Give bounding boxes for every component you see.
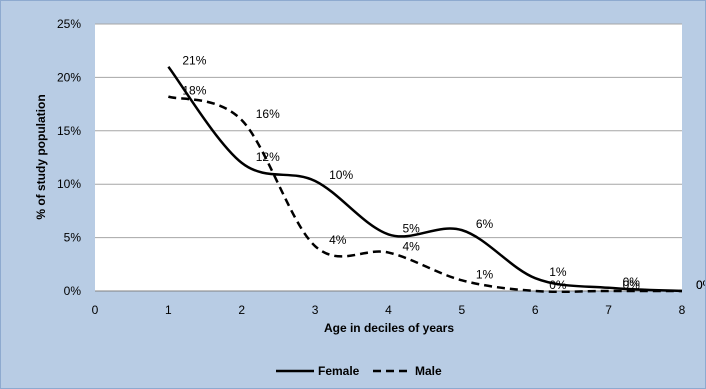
x-tick-label: 5 (459, 303, 466, 317)
data-label-male: 18% (182, 84, 206, 98)
legend-label-male: Male (415, 364, 442, 378)
data-label-female: 6% (476, 217, 494, 231)
series-line-female (167, 65, 683, 293)
data-label-male: 0% (696, 278, 705, 292)
y-tick-label: 25% (57, 17, 81, 31)
data-label-female: 0% (696, 278, 705, 292)
x-tick-label: 8 (679, 303, 686, 317)
x-tick-label: 4 (385, 303, 392, 317)
data-label-female: 0% (623, 275, 641, 289)
y-axis-title: % of study population (34, 94, 48, 219)
x-tick-label: 7 (605, 303, 612, 317)
series-line-male (167, 95, 682, 294)
data-label-male: 4% (403, 240, 421, 254)
data-label-male: 1% (476, 267, 494, 281)
data-label-female: 1% (549, 265, 567, 279)
data-label-male: 4% (329, 233, 347, 247)
legend-label-female: Female (318, 364, 360, 378)
data-label-female: 21% (182, 54, 206, 68)
x-tick-label: 3 (312, 303, 319, 317)
data-label-male: 16% (256, 107, 280, 121)
y-tick-label: 15% (57, 124, 81, 138)
y-tick-label: 20% (57, 70, 81, 84)
plot-area (95, 24, 682, 291)
data-label-female: 10% (329, 168, 353, 182)
x-tick-label: 0 (92, 303, 99, 317)
data-label-male: 0% (549, 278, 567, 292)
x-tick-label: 1 (165, 303, 172, 317)
legend: Female Male (276, 364, 442, 378)
data-label-female: 5% (403, 221, 421, 235)
data-label-female: 12% (256, 150, 280, 164)
x-axis-title: Age in deciles of years (324, 321, 454, 335)
y-tick-label: 5% (64, 231, 82, 245)
y-tick-label: 10% (57, 177, 81, 191)
y-tick-label: 0% (64, 284, 82, 298)
data-label-male: 0% (623, 278, 641, 292)
x-tick-label: 6 (532, 303, 539, 317)
x-tick-label: 2 (238, 303, 245, 317)
